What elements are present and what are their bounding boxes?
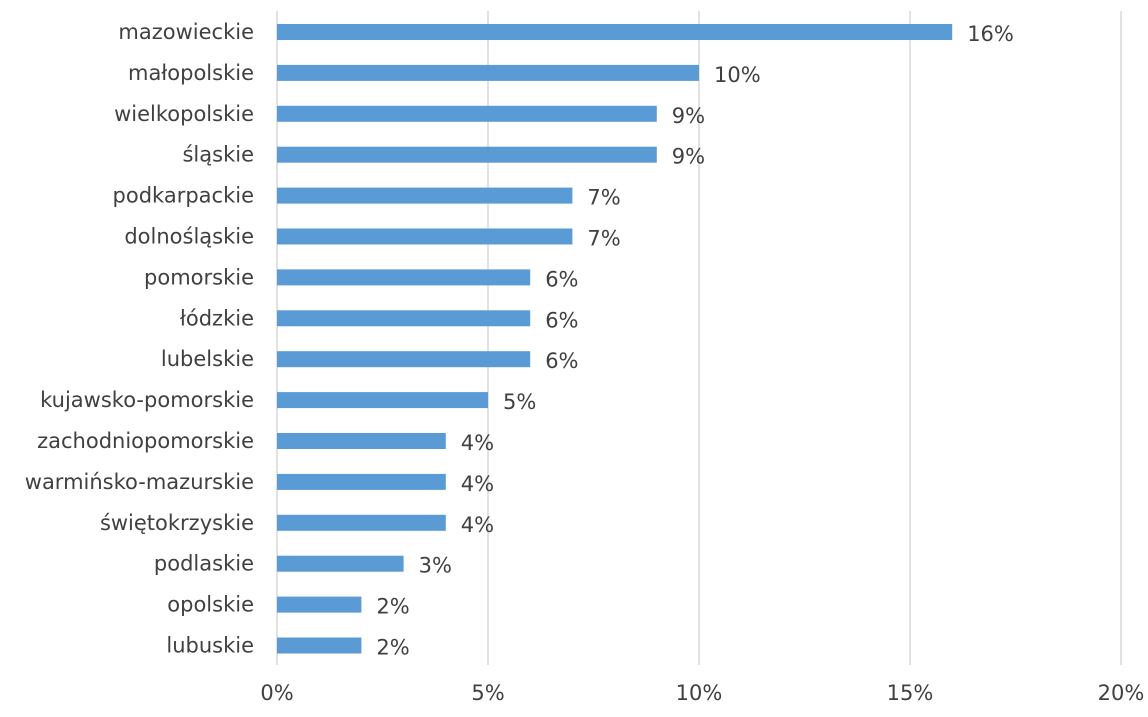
x-tick-label: 0% <box>260 681 293 705</box>
category-label: śląskie <box>182 143 254 167</box>
data-label: 3% <box>419 554 452 578</box>
x-tick-label: 20% <box>1098 681 1145 705</box>
category-labels: mazowieckie małopolskie wielkopolskie śląsk… <box>25 20 254 658</box>
data-label: 16% <box>967 22 1014 46</box>
data-label: 9% <box>672 145 705 169</box>
category-label: świętokrzyskie <box>100 511 254 535</box>
category-label: lubuskie <box>166 634 254 658</box>
category-label: warmińsko-mazurskie <box>25 470 254 494</box>
category-label: podkarpackie <box>113 184 254 208</box>
bar <box>277 596 362 613</box>
data-label: 4% <box>461 513 494 537</box>
category-label: podlaskie <box>154 552 254 576</box>
bar <box>277 64 699 81</box>
category-label: mazowieckie <box>118 20 254 44</box>
bar <box>277 228 573 245</box>
data-label: 4% <box>461 472 494 496</box>
bar <box>277 105 657 122</box>
category-label: lubelskie <box>161 347 254 371</box>
bar <box>277 514 446 531</box>
data-label: 6% <box>545 267 578 291</box>
bar <box>277 24 953 40</box>
category-label: kujawsko-pomorskie <box>40 388 254 412</box>
bar <box>277 187 573 204</box>
data-label: 5% <box>503 390 536 414</box>
data-label: 10% <box>714 63 761 87</box>
category-label: zachodniopomorskie <box>37 429 254 453</box>
data-label: 6% <box>545 308 578 332</box>
category-label: małopolskie <box>128 61 254 85</box>
category-label: łódzkie <box>180 306 254 330</box>
data-label: 7% <box>587 227 620 251</box>
category-label: dolnośląskie <box>124 225 254 249</box>
data-label: 2% <box>376 636 409 660</box>
bar <box>277 310 531 327</box>
bars <box>277 24 953 654</box>
x-axis-ticks: 0% 5% 10% 15% 20% <box>260 681 1144 705</box>
x-tick-label: 5% <box>471 681 504 705</box>
bar <box>277 473 446 490</box>
data-label: 7% <box>587 186 620 210</box>
bar <box>277 637 362 654</box>
data-label: 2% <box>376 595 409 619</box>
value-labels: 16% 10% 9% 9% 7% 7% 6% 6% 6% 5% 4% 4% 4% 3% 2% 2% <box>376 22 1013 660</box>
x-tick-label: 10% <box>676 681 723 705</box>
bar <box>277 146 657 163</box>
data-label: 6% <box>545 349 578 373</box>
bar <box>277 351 531 368</box>
category-label: pomorskie <box>144 265 254 289</box>
category-label: opolskie <box>167 593 254 617</box>
bar <box>277 392 488 409</box>
bar <box>277 269 531 286</box>
data-label: 9% <box>672 104 705 128</box>
bar <box>277 433 446 449</box>
data-label: 4% <box>461 431 494 455</box>
bar <box>277 555 404 572</box>
x-tick-label: 15% <box>887 681 934 705</box>
category-label: wielkopolskie <box>114 102 254 126</box>
